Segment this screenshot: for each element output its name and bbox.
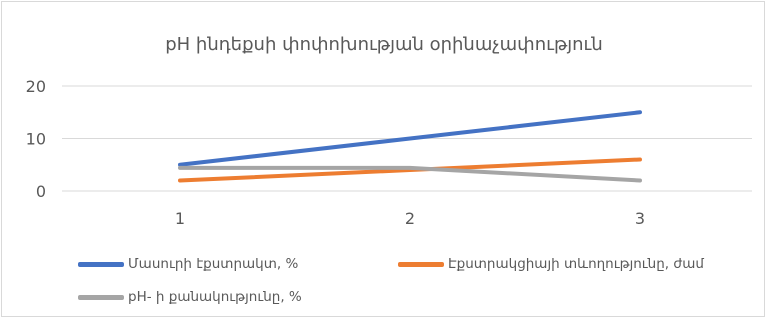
y-axis-tick-labels: 0 10 20	[26, 77, 46, 201]
legend-label-2: pH- ի քանակությունը, %	[128, 289, 302, 305]
chart-title: pH ինդեքսի փոփոխության օրինաչափություն	[165, 34, 603, 55]
series-line-0	[178, 110, 642, 167]
x-tick-label-1: 2	[405, 209, 415, 228]
legend-label-0: Մասուրի էքստրակտ, %	[128, 256, 299, 272]
y-tick-label-2: 20	[26, 77, 46, 96]
legend-swatch-0	[78, 261, 124, 267]
x-tick-label-2: 3	[635, 209, 645, 228]
legend-swatch-1	[398, 261, 444, 267]
legend-label-1: Էքստրակցիայի տևողությունը, ժամ	[448, 256, 704, 272]
x-tick-label-0: 1	[175, 209, 185, 228]
y-tick-label-1: 10	[26, 130, 46, 149]
series-line-2	[178, 165, 642, 183]
series-line-1	[178, 157, 642, 183]
legend-item-0: Մասուրի էքստրակտ, %	[78, 256, 298, 272]
y-tick-label-0: 0	[36, 182, 46, 201]
x-axis-tick-labels: 1 2 3	[175, 209, 645, 228]
legend-swatch-2	[78, 294, 124, 300]
legend-item-1: Էքստրակցիայի տևողությունը, ժամ	[398, 256, 704, 272]
series-lines	[178, 110, 642, 183]
legend-item-2: pH- ի քանակությունը, %	[78, 289, 302, 305]
